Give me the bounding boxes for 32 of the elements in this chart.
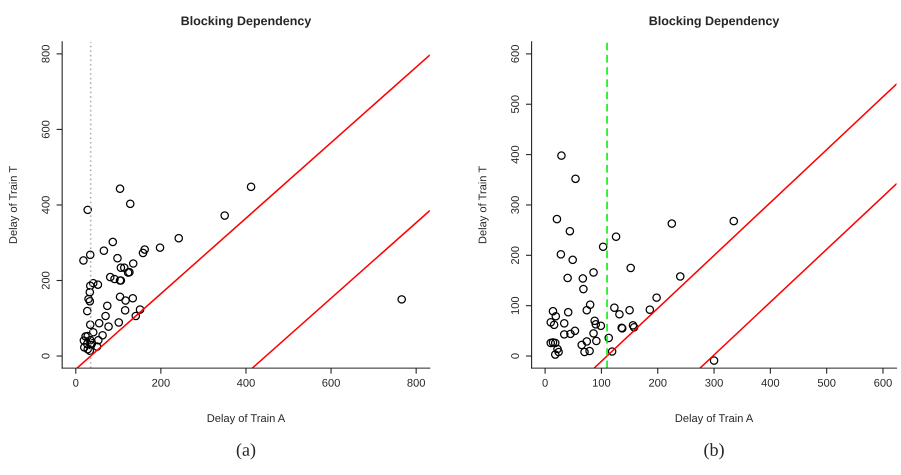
text: (b) [704, 443, 724, 460]
y-axis-title: Delay of Train T [478, 166, 489, 244]
y-tick-label: 200 [42, 272, 50, 290]
y-tick-label: 300 [511, 196, 519, 214]
y-tick-label: 600 [511, 45, 519, 63]
y-tick-label: 0 [511, 353, 519, 359]
y-tick-label: 800 [42, 45, 50, 63]
y-tick-label: 400 [511, 146, 519, 164]
chart-title: Blocking Dependency [182, 16, 312, 28]
y-tick-label: 500 [511, 95, 519, 114]
y-tick-label: 100 [511, 296, 519, 314]
y-axis-title: Delay of Train T [8, 166, 20, 244]
x-tick-label: 600 [874, 378, 892, 387]
x-tick-label: 500 [818, 378, 836, 387]
x-axis-title: Delay of Train A [676, 414, 754, 424]
x-axis-title: Delay of Train A [208, 414, 286, 424]
x-tick-label: 800 [407, 378, 425, 387]
x-tick-label: 0 [73, 378, 78, 387]
x-tick-label: 400 [761, 378, 780, 387]
text: (a) [236, 443, 256, 460]
x-tick-label: 300 [705, 378, 723, 387]
x-tick-label: 0 [542, 378, 548, 387]
y-tick-label: 200 [511, 246, 519, 264]
x-tick-label: 200 [649, 378, 667, 387]
y-tick-label: 400 [42, 196, 50, 214]
chart-title: Blocking Dependency [650, 16, 780, 28]
x-tick-label: 200 [152, 378, 170, 387]
y-tick-label: 0 [42, 353, 50, 359]
x-tick-label: 600 [322, 378, 340, 387]
x-tick-label: 400 [236, 378, 255, 387]
x-tick-label: 100 [592, 378, 610, 387]
y-tick-label: 600 [42, 120, 50, 138]
